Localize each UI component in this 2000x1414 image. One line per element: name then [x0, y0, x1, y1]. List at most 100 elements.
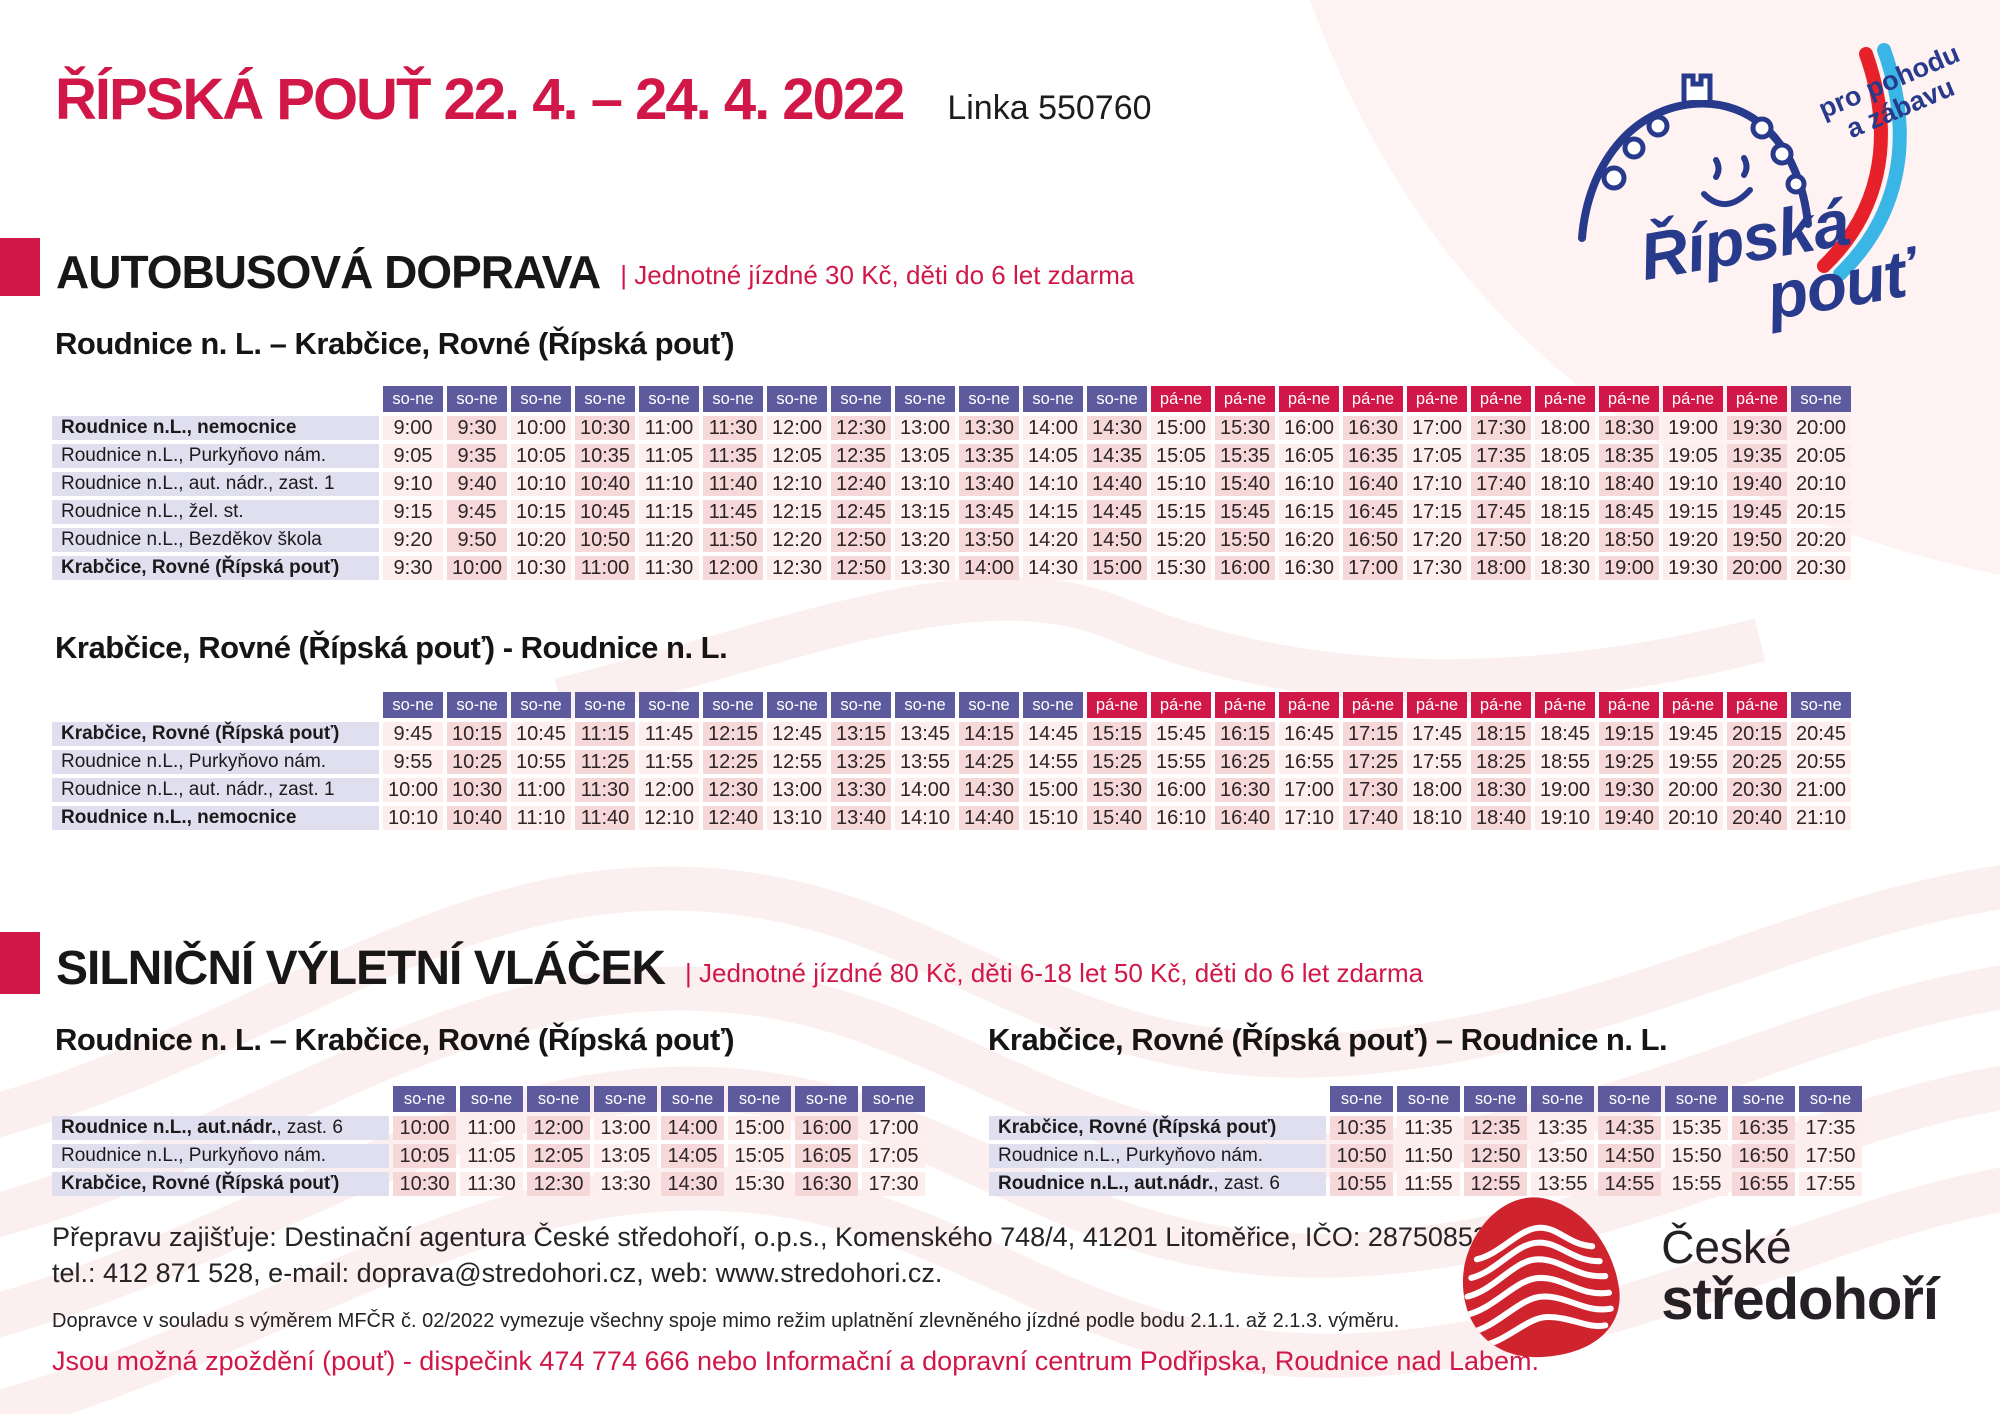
time-cell: 11:15	[639, 500, 699, 524]
time-cell: 10:40	[447, 806, 507, 830]
day-cell: pá-ne	[1727, 692, 1787, 718]
time-cell: 10:00	[383, 778, 443, 802]
time-cell: 10:30	[393, 1172, 456, 1196]
day-cell: so-ne	[1397, 1086, 1460, 1112]
time-cell: 18:50	[1599, 528, 1659, 552]
time-cell: 14:00	[1023, 416, 1083, 440]
day-cell: so-ne	[1799, 1086, 1862, 1112]
time-cell: 18:10	[1407, 806, 1467, 830]
time-cell: 16:15	[1279, 500, 1339, 524]
day-cell: pá-ne	[1279, 386, 1339, 412]
time-cell: 11:45	[639, 722, 699, 746]
time-cell: 16:35	[1343, 444, 1403, 468]
time-cell: 12:55	[1464, 1172, 1527, 1196]
day-cell: pá-ne	[1215, 692, 1275, 718]
time-cell: 18:30	[1599, 416, 1659, 440]
time-cell: 11:00	[639, 416, 699, 440]
time-cell: 20:15	[1791, 500, 1851, 524]
red-accent-bar	[0, 238, 40, 296]
time-cell: 17:05	[862, 1144, 925, 1168]
time-cell: 13:30	[895, 556, 955, 580]
time-cell: 10:45	[511, 722, 571, 746]
time-cell: 18:05	[1535, 444, 1595, 468]
time-cell: 11:05	[460, 1144, 523, 1168]
time-cell: 19:00	[1535, 778, 1595, 802]
time-cell: 12:05	[767, 444, 827, 468]
time-cell: 9:45	[447, 500, 507, 524]
time-cell: 13:00	[594, 1116, 657, 1140]
time-cell: 14:45	[1087, 500, 1147, 524]
day-cell: pá-ne	[1663, 692, 1723, 718]
time-cell: 15:15	[1087, 722, 1147, 746]
time-cell: 11:50	[1397, 1144, 1460, 1168]
stop-label-suffix: , zast. 6	[276, 1117, 343, 1138]
time-cell: 14:55	[1598, 1172, 1661, 1196]
time-cell: 13:55	[1531, 1172, 1594, 1196]
time-cell: 16:55	[1279, 750, 1339, 774]
day-cell: so-ne	[1531, 1086, 1594, 1112]
stop-row: Roudnice n.L., nemocnice 10:10 10:40 11:10 1…	[52, 806, 1851, 830]
time-cell: 11:30	[575, 778, 635, 802]
time-cell: 10:00	[447, 556, 507, 580]
time-cell: 16:50	[1732, 1144, 1795, 1168]
day-cell: pá-ne	[1087, 692, 1147, 718]
time-cell: 14:00	[959, 556, 1019, 580]
stop-row: Krabčice, Rovné (Řípská pouť) 10:35 11:35 1…	[989, 1116, 1862, 1140]
time-cell: 12:10	[639, 806, 699, 830]
corner-cell	[52, 1086, 389, 1112]
time-cell: 14:45	[1023, 722, 1083, 746]
time-cell: 17:00	[1279, 778, 1339, 802]
time-cell: 14:40	[959, 806, 1019, 830]
time-cell: 15:55	[1665, 1172, 1728, 1196]
time-cell: 19:05	[1663, 444, 1723, 468]
time-cell: 9:20	[383, 528, 443, 552]
time-cell: 21:00	[1791, 778, 1851, 802]
train-return-table: so-ne so-ne so-ne so-ne so-ne so-ne so-ne so-ne…	[985, 1082, 1866, 1200]
stop-row: Krabčice, Rovné (Řípská pouť) 10:30 11:30 1…	[52, 1172, 925, 1196]
time-cell: 16:00	[1151, 778, 1211, 802]
time-cell: 9:40	[447, 472, 507, 496]
time-cell: 14:55	[1023, 750, 1083, 774]
time-cell: 10:40	[575, 472, 635, 496]
time-cell: 15:15	[1151, 500, 1211, 524]
time-cell: 13:00	[895, 416, 955, 440]
time-cell: 17:40	[1343, 806, 1403, 830]
stop-row: Roudnice n.L., Purkyňovo nám. 10:50 11:50 1…	[989, 1144, 1862, 1168]
stop-row: Roudnice n.L., Purkyňovo nám. 9:05 9:35 10:…	[52, 444, 1851, 468]
time-cell: 20:00	[1727, 556, 1787, 580]
time-cell: 17:05	[1407, 444, 1467, 468]
time-cell: 9:15	[383, 500, 443, 524]
route-heading-train-return: Krabčice, Rovné (Řípská pouť) – Roudnice…	[988, 1022, 1668, 1057]
time-cell: 17:50	[1799, 1144, 1862, 1168]
time-cell: 12:30	[703, 778, 763, 802]
time-cell: 19:10	[1535, 806, 1595, 830]
time-cell: 15:05	[1151, 444, 1211, 468]
bus-return-table: so-ne so-ne so-ne so-ne so-ne so-ne so-ne so-ne…	[48, 688, 1855, 834]
time-cell: 11:10	[511, 806, 571, 830]
time-cell: 18:40	[1599, 472, 1659, 496]
time-cell: 12:30	[831, 416, 891, 440]
time-cell: 14:05	[661, 1144, 724, 1168]
day-cell: so-ne	[1023, 386, 1083, 412]
time-cell: 10:30	[511, 556, 571, 580]
time-cell: 10:15	[447, 722, 507, 746]
line-number: Linka 550760	[947, 89, 1152, 127]
time-cell: 11:30	[460, 1172, 523, 1196]
time-cell: 16:05	[1279, 444, 1339, 468]
stop-row: Krabčice, Rovné (Řípská pouť) 9:45 10:15 10…	[52, 722, 1851, 746]
time-cell: 16:00	[1215, 556, 1275, 580]
stop-label: Krabčice, Rovné (Řípská pouť)	[989, 1116, 1326, 1140]
day-cell: so-ne	[527, 1086, 590, 1112]
day-cell: so-ne	[1732, 1086, 1795, 1112]
stop-row: Roudnice n.L., aut.nádr., zast. 6 10:00 11…	[52, 1116, 925, 1140]
time-cell: 13:30	[831, 778, 891, 802]
header: ŘÍPSKÁ POUŤ 22. 4. – 24. 4. 2022 Linka 5…	[55, 66, 1152, 133]
time-cell: 10:25	[447, 750, 507, 774]
day-cell: so-ne	[703, 692, 763, 718]
day-cell: so-ne	[511, 386, 571, 412]
time-cell: 12:50	[831, 528, 891, 552]
time-cell: 17:30	[1407, 556, 1467, 580]
time-cell: 16:40	[1343, 472, 1403, 496]
time-cell: 10:10	[383, 806, 443, 830]
time-cell: 9:00	[383, 416, 443, 440]
